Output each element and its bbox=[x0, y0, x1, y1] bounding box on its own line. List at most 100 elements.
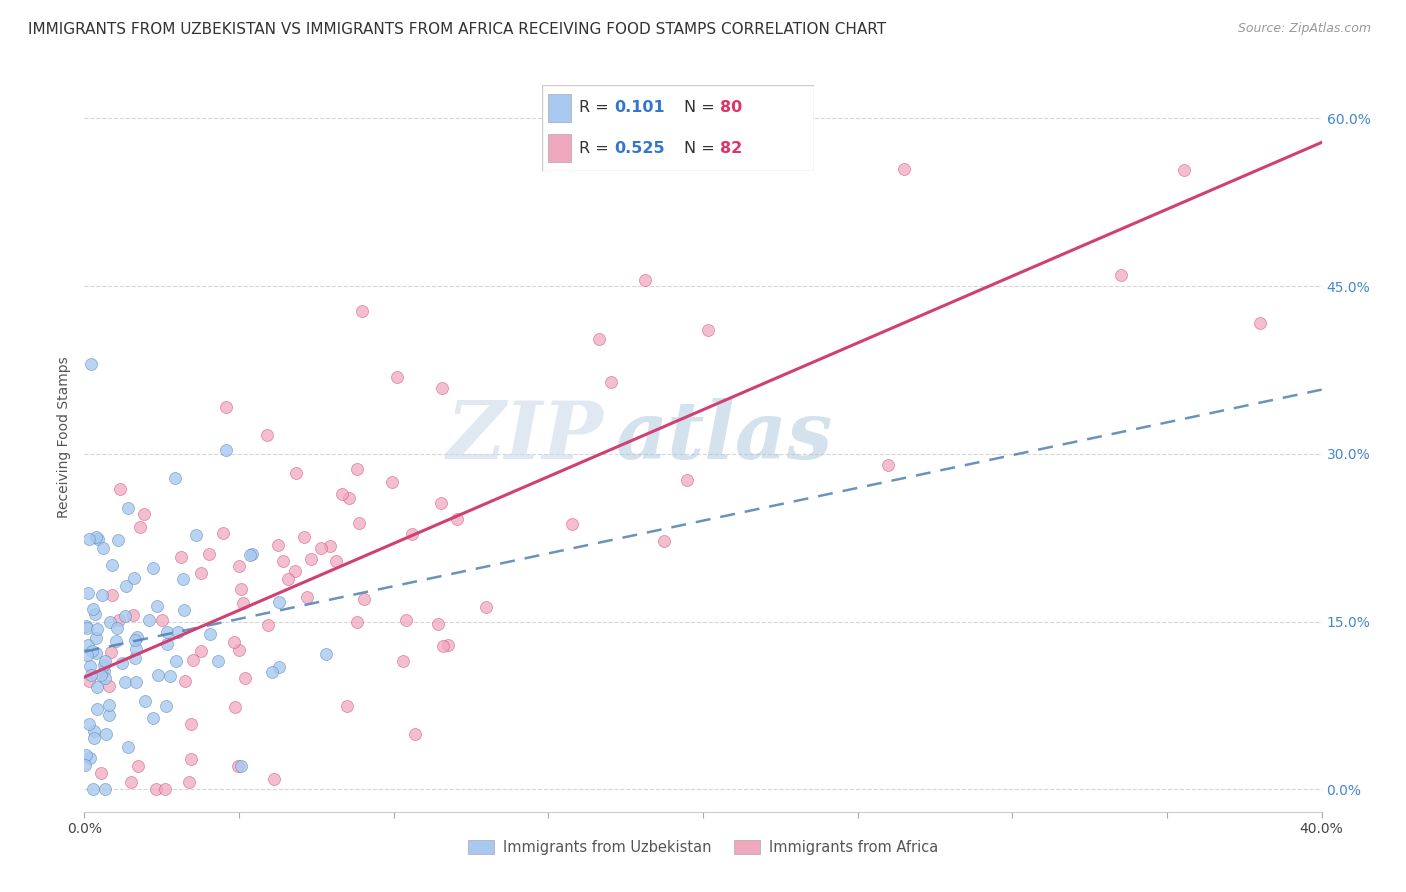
Point bbox=[233, 671, 256, 685]
Point bbox=[337, 491, 360, 505]
Point bbox=[111, 657, 134, 671]
Point bbox=[73, 758, 96, 772]
Point bbox=[134, 694, 156, 708]
Point bbox=[207, 654, 229, 668]
Point bbox=[385, 370, 408, 384]
Point bbox=[86, 680, 108, 694]
Point bbox=[600, 376, 623, 390]
Point bbox=[430, 496, 453, 510]
Point bbox=[180, 716, 202, 731]
Point bbox=[127, 759, 149, 773]
Point bbox=[769, 139, 792, 153]
Point bbox=[269, 660, 291, 674]
Point bbox=[309, 541, 332, 555]
Point bbox=[163, 471, 186, 485]
Point bbox=[75, 619, 97, 633]
Point bbox=[107, 613, 129, 627]
Point bbox=[98, 615, 121, 630]
Point bbox=[228, 558, 250, 573]
Point bbox=[170, 549, 193, 564]
Point bbox=[142, 561, 165, 575]
Point bbox=[100, 558, 122, 572]
Point bbox=[155, 698, 177, 713]
Point bbox=[83, 607, 105, 621]
Point bbox=[401, 526, 423, 541]
Point bbox=[180, 751, 202, 765]
Point bbox=[893, 161, 915, 176]
Point bbox=[77, 533, 100, 547]
Point bbox=[86, 532, 108, 546]
Point bbox=[142, 711, 165, 725]
Point bbox=[173, 603, 195, 617]
Point bbox=[124, 642, 146, 657]
Point bbox=[319, 539, 342, 553]
Point bbox=[84, 646, 107, 660]
Point bbox=[129, 520, 152, 534]
Point bbox=[146, 599, 169, 614]
Point bbox=[93, 664, 115, 678]
Point bbox=[292, 530, 315, 544]
Point bbox=[105, 621, 128, 635]
Point bbox=[117, 740, 139, 755]
Point bbox=[325, 554, 347, 568]
Point bbox=[224, 700, 246, 714]
Point bbox=[198, 626, 221, 640]
Y-axis label: Receiving Food Stamps: Receiving Food Stamps bbox=[58, 356, 72, 518]
Point bbox=[124, 571, 146, 585]
Point bbox=[153, 782, 176, 797]
Point bbox=[82, 601, 104, 615]
Point bbox=[134, 507, 156, 521]
Point bbox=[353, 591, 375, 606]
Point bbox=[75, 748, 97, 763]
Point bbox=[84, 631, 107, 645]
Point bbox=[124, 650, 146, 665]
Point bbox=[222, 635, 245, 649]
Point bbox=[430, 381, 453, 395]
Point bbox=[94, 654, 117, 668]
Point bbox=[186, 528, 208, 542]
Point bbox=[696, 323, 718, 337]
Point bbox=[676, 473, 699, 487]
Point bbox=[231, 582, 253, 596]
Point bbox=[150, 613, 173, 627]
Point bbox=[315, 647, 337, 661]
Point bbox=[172, 572, 194, 586]
Point bbox=[96, 727, 118, 741]
Point bbox=[350, 304, 373, 318]
Text: atlas: atlas bbox=[616, 399, 834, 475]
Point bbox=[1173, 163, 1195, 178]
Text: ZIP: ZIP bbox=[447, 399, 605, 475]
Point bbox=[98, 698, 121, 713]
Point bbox=[83, 731, 105, 745]
Point bbox=[267, 538, 290, 552]
Point bbox=[174, 673, 197, 688]
Point bbox=[561, 516, 583, 531]
Point bbox=[1109, 268, 1132, 282]
Point bbox=[215, 442, 238, 457]
Point bbox=[79, 751, 101, 765]
Point bbox=[93, 658, 115, 673]
Point bbox=[232, 596, 254, 610]
Point bbox=[121, 607, 143, 622]
Point bbox=[107, 533, 129, 547]
Point bbox=[263, 772, 285, 787]
Point bbox=[159, 669, 181, 683]
Point bbox=[198, 547, 221, 561]
Point bbox=[138, 614, 160, 628]
Point bbox=[77, 673, 100, 688]
Text: IMMIGRANTS FROM UZBEKISTAN VS IMMIGRANTS FROM AFRICA RECEIVING FOOD STAMPS CORRE: IMMIGRANTS FROM UZBEKISTAN VS IMMIGRANTS… bbox=[28, 22, 886, 37]
Point bbox=[177, 775, 200, 789]
Point bbox=[1249, 316, 1271, 330]
Point bbox=[91, 588, 114, 602]
Point bbox=[336, 698, 359, 713]
Point bbox=[114, 609, 136, 624]
Point bbox=[239, 548, 262, 562]
Point bbox=[90, 765, 112, 780]
Point bbox=[633, 273, 655, 287]
Point bbox=[284, 564, 307, 578]
Point bbox=[228, 642, 250, 657]
Point bbox=[167, 625, 190, 640]
Point bbox=[165, 654, 187, 668]
Point bbox=[90, 667, 112, 681]
Point bbox=[212, 526, 235, 541]
